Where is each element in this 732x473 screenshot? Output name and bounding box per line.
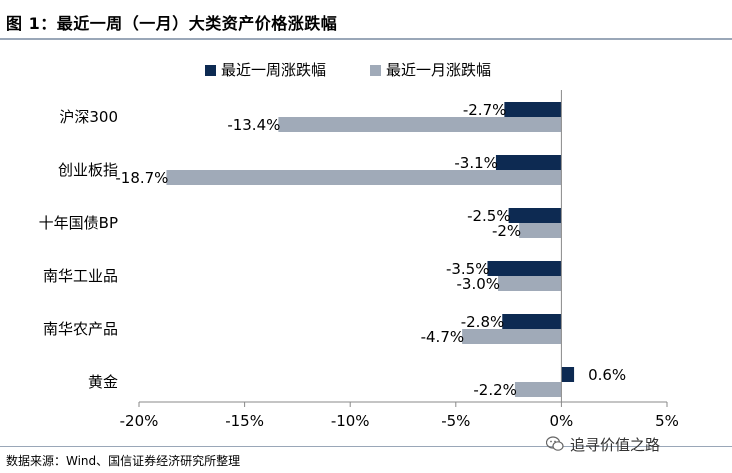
bar-0-0 xyxy=(504,102,562,117)
chart-data-labels: -2.7% -13.4% -3.1% -18.7% -2.5%-2% -3.5%-3.0%… xyxy=(115,101,626,399)
category-label-2: 十年国债BP xyxy=(39,214,118,232)
chart-bars xyxy=(166,102,575,397)
data-label-0-5: 0.6% xyxy=(588,366,626,384)
wechat-icon xyxy=(546,436,564,451)
bar-0-5 xyxy=(561,367,575,382)
bar-0-1 xyxy=(495,155,562,170)
data-label-1-0: -13.4% xyxy=(227,116,280,134)
legend-label-1: 最近一月涨跌幅 xyxy=(386,61,491,79)
chart-axis: -20% -15% -10% -5% 0% 5% xyxy=(120,90,679,430)
data-label-1-5: -2.2% xyxy=(473,381,517,399)
x-tick-label-0: -20% xyxy=(120,412,159,430)
data-label-1-1: -18.7% xyxy=(115,169,168,187)
legend-swatch-1 xyxy=(370,65,381,76)
data-label-0-1: -3.1% xyxy=(454,154,498,172)
bar-chart: 最近一周涨跌幅 最近一月涨跌幅 -20% -15% -10% -5% 0% 5% -2.7%… xyxy=(39,61,679,430)
bar-0-4 xyxy=(502,314,562,329)
x-tick-label-5: 5% xyxy=(655,412,679,430)
bar-1-3 xyxy=(498,276,562,291)
data-label-0-4: -2.8% xyxy=(461,313,505,331)
bar-0-2 xyxy=(508,208,562,223)
bar-1-2 xyxy=(519,223,562,238)
title-divider xyxy=(0,38,732,40)
bar-0-3 xyxy=(487,261,562,276)
title-bar: 图 1：最近一周（一月）大类资产价格涨跌幅 xyxy=(0,0,732,40)
data-label-0-0: -2.7% xyxy=(463,101,507,119)
category-label-3: 南华工业品 xyxy=(43,267,118,285)
data-label-1-4: -4.7% xyxy=(421,328,465,346)
data-label-0-3: -3.5% xyxy=(446,260,490,278)
source-note: 数据来源：Wind、国信证券经济研究所整理 xyxy=(6,454,241,468)
data-label-0-2: -2.5% xyxy=(467,207,511,225)
legend-label-0: 最近一周涨跌幅 xyxy=(221,61,326,79)
bar-1-4 xyxy=(462,329,562,344)
chart-legend: 最近一周涨跌幅 最近一月涨跌幅 xyxy=(205,61,491,79)
watermark: 追寻价值之路 xyxy=(546,434,726,456)
page-title: 图 1：最近一周（一月）大类资产价格涨跌幅 xyxy=(6,14,338,33)
watermark-text: 追寻价值之路 xyxy=(570,436,661,454)
category-label-0: 沪深300 xyxy=(59,108,118,126)
x-tick-label-4: 0% xyxy=(550,412,574,430)
bar-1-1 xyxy=(166,170,562,185)
x-tick-label-1: -15% xyxy=(225,412,264,430)
bar-1-0 xyxy=(278,117,562,132)
footer-divider xyxy=(0,446,732,447)
x-tick-label-2: -10% xyxy=(331,412,370,430)
category-label-1: 创业板指 xyxy=(58,161,118,179)
legend-swatch-0 xyxy=(205,65,216,76)
x-tick-label-3: -5% xyxy=(441,412,470,430)
bar-1-5 xyxy=(514,382,562,397)
category-label-4: 南华农产品 xyxy=(43,320,118,338)
data-label-1-3: -3.0% xyxy=(457,275,501,293)
category-label-5: 黄金 xyxy=(88,373,118,391)
data-label-1-2: -2% xyxy=(492,222,521,240)
